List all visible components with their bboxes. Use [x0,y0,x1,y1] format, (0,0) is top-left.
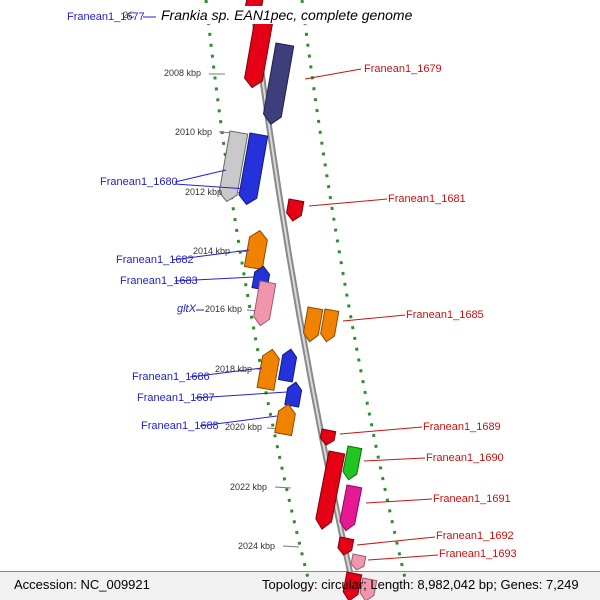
gene-label-franean1_1688[interactable]: Franean1_1688 [141,420,219,432]
status-summary: Topology: circular; Length: 8,982,042 bp… [262,577,579,592]
leader-franean1_1687 [194,391,288,399]
gene-arrow-unlabeled-silver[interactable] [218,130,249,203]
leader-franean1_1680-a [174,169,227,183]
ruler-dots-left [204,0,310,579]
gene-arrow-franean1_1681[interactable] [285,198,305,222]
leader-franean1_1686 [189,367,263,378]
gene-arrow-franean1_1686[interactable] [256,348,281,391]
leader-franean1_1690 [363,457,426,462]
gene-label-franean1_1689[interactable]: Franean1_1689 [423,421,501,433]
tick-label: 2014 kbp [193,246,231,256]
gene-arrow-franean1_1689[interactable] [319,428,337,446]
leader-franean1_1682 [171,249,250,261]
tick-label: 2022 kbp [230,482,268,492]
gene-label-franean1_1677[interactable]: Franean1_1677 [67,11,145,23]
gene-label-franean1_1687[interactable]: Franean1_1687 [137,392,215,404]
leader-franean1_1681 [308,198,388,207]
leader-franean1_1689 [339,426,423,435]
leader-franean1_1679 [304,68,362,80]
gene-label-franean1_1682[interactable]: Franean1_1682 [116,254,194,266]
tick-label: 2008 kbp [164,68,202,78]
gene-arrow-franean1_1692[interactable] [337,536,355,556]
tick-label: 2024 kbp [238,541,276,551]
tick-line-2022 [274,486,292,489]
gene-arrow-franean1_1687[interactable] [284,381,303,408]
gene-arrow-franean1_1685-a[interactable] [302,306,324,343]
tick-label: 2012 kbp [185,187,223,197]
leader-franean1_1683 [174,276,255,282]
gene-label-franean1_1686[interactable]: Franean1_1686 [132,371,210,383]
gene-label-franean1_1692[interactable]: Franean1_1692 [436,530,514,542]
gene-arrow-franean1_1693[interactable] [350,553,367,571]
leader-franean1_1691 [365,498,433,504]
gene-arrow-franean1_1688[interactable] [274,403,297,437]
gene-label-franean1_1685[interactable]: Franean1_1685 [406,309,484,321]
gene-arrow-unlabeled-bottom-pink[interactable] [359,577,378,600]
gene-arrow-franean1_1682[interactable] [243,229,268,271]
gene-label-franean1_1690[interactable]: Franean1_1690 [426,452,504,464]
tick-line-2024 [282,545,300,548]
gene-arrow-red-top[interactable] [243,18,274,89]
gene-arrow-gltx[interactable] [252,280,277,327]
leader-franean1_1688 [199,415,278,427]
gene-label-franean1_1679[interactable]: Franean1_1679 [364,63,442,75]
gene-arrow-unlabeled-blue[interactable] [277,348,298,383]
gene-arrow-franean1_1690[interactable] [342,445,363,481]
tick-label: 2018 kbp [215,364,253,374]
leader-franean1_1692 [356,536,436,546]
gene-arrow-franean1_1679[interactable] [262,42,295,126]
leader-franean1_1680-b [174,183,248,190]
gene-arrow-unlabeled-bottom-red[interactable] [342,571,363,600]
status-bar [0,571,600,600]
ruler-dots-right [300,0,407,579]
tick-label: 2010 kbp [175,127,213,137]
map-title: Frankia sp. EAN1pec, complete genome [157,6,417,24]
clipped-tick-label: 2C [123,10,135,20]
gene-label-gltx[interactable]: gltX [177,303,196,315]
gene-arrow-franean1_1680[interactable] [238,132,269,206]
gene-label-franean1_1681[interactable]: Franean1_1681 [388,193,466,205]
tick-label: 2020 kbp [225,422,263,432]
gene-arrow-franean1_1691[interactable] [338,484,363,532]
gene-arrow-franean1_1685-b[interactable] [319,308,340,343]
gene-arrow-unlabeled-red-long[interactable] [314,450,346,531]
status-accession: Accession: NC_009921 [14,577,150,592]
gene-label-franean1_1683[interactable]: Franean1_1683 [120,275,198,287]
gene-label-franean1_1680[interactable]: Franean1_1680 [100,176,178,188]
gene-label-franean1_1691[interactable]: Franean1_1691 [433,493,511,505]
tick-label: 2016 kbp [205,304,243,314]
leader-franean1_1693 [367,554,439,561]
gene-label-franean1_1693[interactable]: Franean1_1693 [439,548,517,560]
leader-franean1_1685 [342,314,406,322]
